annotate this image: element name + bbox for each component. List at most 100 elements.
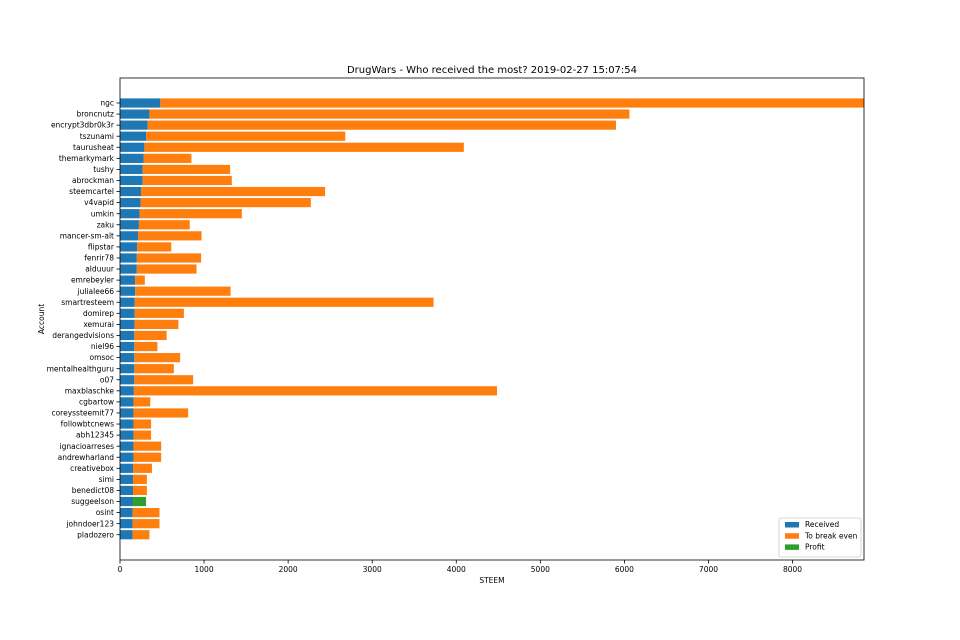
bar-to-break-even-mancer-sm-alt	[138, 231, 202, 241]
bar-to-break-even-taurusheat	[144, 142, 464, 152]
bar-to-break-even-osint	[132, 507, 160, 518]
bar-to-break-even-broncnutz	[149, 109, 630, 119]
x-tick-label: 5000	[531, 565, 550, 574]
bar-to-break-even-steemcartel	[141, 186, 326, 197]
bar-received-alduuur	[120, 264, 137, 274]
x-tick-label: 2000	[279, 565, 298, 574]
x-axis-ticks: 0 1000 2000 3000 4000 5000 6000 7000 8000	[118, 560, 802, 574]
bar-received-abrockman	[120, 175, 143, 186]
bar-to-break-even-smartresteem	[134, 297, 434, 307]
bar-to-break-even-pladozero	[132, 530, 150, 540]
bar-received-suggeelson	[120, 496, 134, 507]
bar-received-taurusheat	[120, 142, 145, 152]
bar-received-domirep	[120, 308, 135, 318]
bar-received-mancer-sm-alt	[120, 231, 139, 241]
y-tick-label: julialee66	[77, 287, 115, 296]
y-tick-label: alduuur	[85, 265, 115, 274]
y-tick-label: xemurai	[83, 320, 114, 329]
bar-received-fenrir78	[120, 253, 137, 263]
bar-to-break-even-o07	[134, 375, 194, 385]
y-tick-label: tushy	[93, 165, 114, 174]
y-tick-label: pladozero	[77, 530, 114, 539]
y-tick-label: mentalhealthguru	[47, 364, 115, 373]
y-tick-label: niel96	[91, 342, 114, 351]
bar-to-break-even-julialee66	[135, 286, 231, 296]
bar-to-break-even-v4vapid	[140, 198, 311, 208]
x-tick-label: 3000	[363, 565, 382, 574]
x-tick-label: 8000	[783, 565, 802, 574]
y-tick-label: abrockman	[72, 176, 114, 185]
bar-to-break-even-tushy	[142, 164, 231, 175]
x-tick-label: 0	[118, 565, 123, 574]
plot-frame	[119, 77, 865, 561]
bar-received-v4vapid	[120, 198, 141, 208]
y-axis-ticks: ngc broncnutz encrypt3dbr0k3r tszunami tauru…	[47, 99, 120, 539]
y-tick-label: followbtcnews	[61, 420, 114, 429]
bar-to-break-even-ignacioarreses	[133, 441, 162, 451]
bar-received-broncnutz	[120, 109, 150, 119]
bar-received-xemurai	[120, 319, 135, 329]
bar-received-mentalhealthguru	[120, 364, 135, 374]
y-tick-label: benedict08	[72, 486, 114, 495]
bar-to-break-even-themarkymark	[143, 153, 192, 163]
bar-received-followbtcnews	[120, 419, 134, 429]
bar-to-break-even-abh12345	[133, 430, 152, 440]
y-tick-label: omsoc	[89, 353, 114, 362]
bar-received-tszunami	[120, 131, 147, 141]
x-axis-title: STEEM	[479, 576, 504, 585]
bar-received-zaku	[120, 220, 139, 230]
y-tick-label: ngc	[100, 99, 114, 108]
legend-swatch-received	[785, 522, 799, 528]
bar-received-derangedvisions	[120, 330, 135, 341]
bar-to-break-even-mentalhealthguru	[134, 364, 174, 374]
legend-swatch-profit	[785, 544, 799, 550]
bar-received-cgbartow	[120, 397, 134, 407]
y-tick-label: umkin	[91, 209, 114, 218]
bar-to-break-even-benedict08	[133, 485, 147, 496]
bar-to-break-even-simi	[133, 474, 147, 484]
bar-received-themarkymark	[120, 153, 144, 163]
bar-received-smartresteem	[120, 297, 135, 307]
y-tick-label: suggeelson	[71, 497, 114, 506]
legend-swatch-to-break-even	[785, 533, 799, 539]
y-tick-label: creativebox	[70, 464, 114, 473]
bar-to-break-even-derangedvisions	[134, 330, 167, 341]
bar-received-flipstar	[120, 242, 138, 252]
bar-received-emrebeyler	[120, 275, 136, 285]
y-tick-label: smartresteem	[61, 298, 114, 307]
x-tick-label: 7000	[699, 565, 718, 574]
y-tick-label: ignacioarreses	[60, 442, 115, 451]
bar-to-break-even-omsoc	[134, 353, 181, 363]
bar-profit-suggeelson	[133, 496, 147, 507]
bar-received-niel96	[120, 341, 135, 352]
bar-received-ignacioarreses	[120, 441, 134, 451]
y-tick-label: mancer-sm-alt	[60, 231, 114, 240]
bar-to-break-even-andrewharland	[133, 452, 162, 462]
bar-to-break-even-cgbartow	[133, 397, 151, 407]
chart-title: DrugWars - Who received the most? 2019-0…	[347, 65, 637, 76]
bar-to-break-even-xemurai	[134, 319, 179, 329]
bar-to-break-even-ngc	[160, 98, 864, 108]
y-tick-label: flipstar	[88, 243, 115, 252]
y-tick-label: broncnutz	[76, 110, 114, 119]
bar-received-omsoc	[120, 353, 135, 363]
bar-to-break-even-fenrir78	[136, 253, 202, 263]
y-tick-label: johndoer123	[65, 519, 114, 528]
y-tick-label: maxblaschke	[65, 386, 115, 395]
y-tick-label: tszunami	[80, 132, 114, 141]
bar-to-break-even-coreyssteemit77	[133, 408, 189, 418]
x-tick-label: 6000	[615, 565, 634, 574]
legend-box	[778, 517, 862, 558]
bar-received-coreyssteemit77	[120, 408, 134, 418]
bar-received-tushy	[120, 164, 143, 175]
bar-received-abh12345	[120, 430, 134, 440]
legend-label-to-break-even: To break even	[804, 531, 858, 540]
x-tick-label: 1000	[195, 565, 214, 574]
bar-to-break-even-umkin	[139, 209, 242, 219]
y-axis-title: Account	[37, 304, 46, 334]
y-tick-label: steemcartel	[69, 187, 114, 196]
bar-received-benedict08	[120, 485, 134, 496]
legend-label-profit: Profit	[805, 543, 825, 552]
bar-to-break-even-flipstar	[137, 242, 172, 252]
